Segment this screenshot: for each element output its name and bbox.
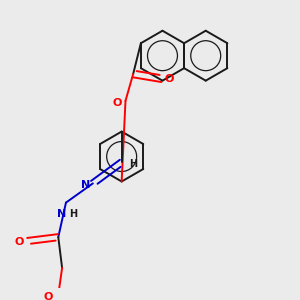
Text: O: O [44, 292, 53, 300]
Text: O: O [14, 237, 24, 247]
Text: H: H [129, 159, 137, 169]
Text: N: N [80, 180, 90, 190]
Text: O: O [112, 98, 122, 108]
Text: O: O [165, 74, 174, 84]
Text: N: N [56, 209, 66, 219]
Text: H: H [70, 209, 78, 219]
